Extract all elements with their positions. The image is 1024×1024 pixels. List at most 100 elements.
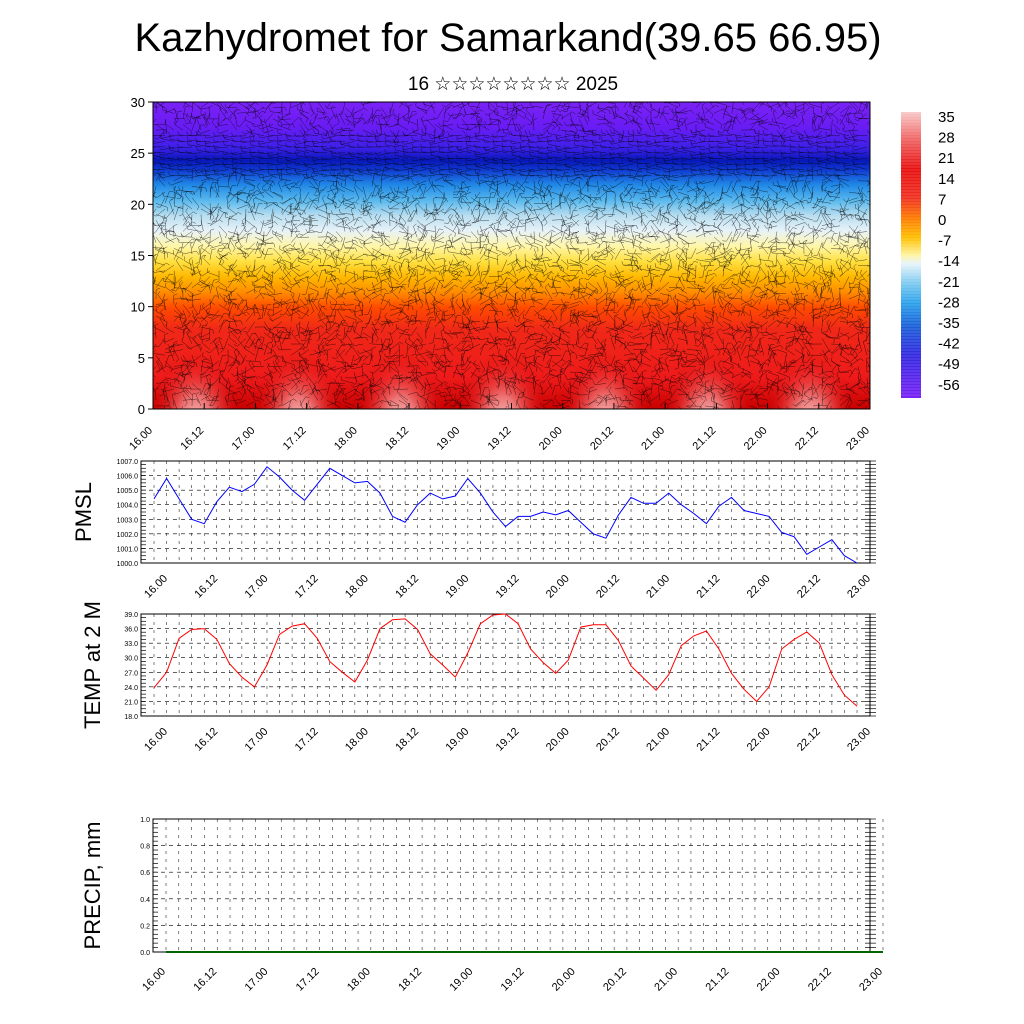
x-tick-label: 20.12 [588, 425, 616, 453]
x-tick-label: 19.12 [499, 966, 527, 994]
wind-barb-field [153, 102, 870, 409]
x-tick-label: 21.12 [691, 425, 719, 453]
cross-section-panel: 0 5 10 15 20 25 30 16.00 16.12 17.00 17.12 18.00 18.… [127, 95, 872, 453]
chart-subtitle: 16 ☆☆☆☆☆☆☆☆ 2025 [407, 74, 619, 95]
y-tick-label: 5 [138, 351, 145, 366]
y-tick-label: 30 [131, 95, 145, 110]
x-tick-label: 22.00 [755, 966, 783, 994]
colorbar-label: 14 [938, 171, 955, 188]
y-tick-label: 1003.0 [117, 517, 139, 524]
x-tick-label: 16.12 [178, 425, 206, 453]
y-tick-label: 1002.0 [117, 532, 139, 539]
y-tick-label: 1000.0 [117, 561, 139, 568]
x-tick-label: 18.12 [393, 726, 421, 754]
y-axis-title: PMSL [71, 482, 96, 542]
y-tick-label: 27.0 [124, 670, 138, 677]
y-tick-label: 24.0 [124, 685, 138, 692]
x-tick-label: 22.12 [795, 726, 823, 754]
y-tick-label: 0.4 [140, 897, 150, 904]
y-tick-label: 1005.0 [117, 488, 139, 495]
x-tick-label: 16.00 [142, 726, 170, 754]
x-tick-label: 21.00 [644, 726, 672, 754]
x-tick-label: 17.12 [294, 966, 322, 994]
x-tick-label: 22.12 [806, 966, 834, 994]
x-tick-label: 22.00 [742, 425, 770, 453]
x-tick-label: 21.00 [639, 425, 667, 453]
colorbar-label: -28 [938, 294, 960, 311]
y-tick-label: 10 [131, 300, 145, 315]
colorbar-label: 28 [938, 130, 955, 147]
colorbar-labels: 35 28 21 14 7 0 -7 -14 -21 -28 -35 -42 -49 -56 [938, 109, 960, 394]
x-tick-label: 19.12 [486, 425, 514, 453]
x-tick-label: 23.00 [844, 425, 872, 453]
x-tick-label: 18.12 [396, 966, 424, 994]
x-tick-label: 22.12 [795, 573, 823, 601]
colorbar-ramp [901, 112, 921, 398]
x-tick-label: 20.00 [537, 425, 565, 453]
y-tick-label: 33.0 [124, 641, 138, 648]
colorbar-label: 35 [938, 109, 955, 126]
y-tick-label: 1007.0 [117, 459, 139, 466]
x-tick-label: 19.00 [434, 425, 462, 453]
x-tick-label: 22.00 [745, 726, 773, 754]
x-tick-label: 20.12 [594, 573, 622, 601]
x-tick-label: 19.00 [443, 726, 471, 754]
x-tick-label: 23.00 [845, 573, 873, 601]
y-tick-label: 0.8 [140, 844, 150, 851]
y-tick-label: 0.0 [140, 950, 150, 957]
heating-cell [256, 331, 341, 409]
x-tick-label: 16.00 [140, 966, 168, 994]
y-tick-label: 15 [131, 249, 145, 264]
precip-panel: 0.0 0.2 0.4 0.6 0.8 1.0 16.00 16.12 17.00 17.12 18… [80, 817, 885, 994]
x-tick-label: 16.12 [192, 726, 220, 754]
y-tick-label: 18.0 [124, 714, 138, 721]
heating-cell [665, 331, 750, 409]
x-tick-label: 20.00 [544, 573, 572, 601]
x-tick-label: 21.00 [652, 966, 680, 994]
x-tick-label: 21.12 [695, 573, 723, 601]
x-tick-label: 17.00 [243, 573, 271, 601]
chart-title: Kazhydromet for Samarkand(39.65 66.95) [134, 16, 882, 60]
y-tick-label: 39.0 [124, 612, 138, 619]
colorbar-label: 21 [938, 150, 955, 167]
colorbar-label: -14 [938, 253, 960, 270]
x-tick-label: 20.12 [601, 966, 629, 994]
y-tick-label: 0.6 [140, 870, 150, 877]
y-tick-label: 36.0 [124, 627, 138, 634]
x-tick-label: 23.00 [845, 726, 873, 754]
x-tick-label: 16.00 [127, 425, 155, 453]
y-tick-label: 1.0 [140, 817, 150, 824]
colorbar-label: -42 [938, 336, 960, 353]
x-tick-label: 17.12 [293, 726, 321, 754]
y-tick-label: 30.0 [124, 656, 138, 663]
colorbar-label: -49 [938, 356, 960, 373]
x-tick-label: 17.00 [243, 966, 271, 994]
x-tick-label: 16.12 [191, 966, 219, 994]
x-tick-label: 16.00 [142, 573, 170, 601]
y-tick-label: 1001.0 [117, 546, 139, 553]
x-tick-label: 18.00 [332, 425, 360, 453]
temp-panel: 18.0 21.0 24.0 27.0 30.0 33.0 36.0 39.0 16.00 16.… [80, 601, 876, 754]
x-tick-label: 17.00 [230, 425, 258, 453]
colorbar-label: 0 [938, 212, 946, 229]
series-line [153, 466, 858, 564]
x-tick-label: 19.00 [443, 573, 471, 601]
colorbar-label: -7 [938, 233, 951, 250]
wind-barbs [153, 102, 870, 409]
colorbar-label: -56 [938, 377, 960, 394]
y-tick-label: 1004.0 [117, 503, 139, 510]
x-tick-label: 21.12 [704, 966, 732, 994]
x-tick-label: 17.00 [243, 726, 271, 754]
x-tick-label: 20.00 [550, 966, 578, 994]
x-tick-label: 22.12 [793, 425, 821, 453]
colorbar-label: -21 [938, 274, 960, 291]
y-tick-label: 1006.0 [117, 474, 139, 481]
pmsl-panel: 1000.0 1001.0 1002.0 1003.0 1004.0 1005.0 1006… [71, 459, 876, 601]
y-tick-label: 0 [138, 402, 145, 417]
x-tick-label: 17.12 [293, 573, 321, 601]
x-tick-label: 16.12 [192, 573, 220, 601]
colorbar-label: 7 [938, 191, 946, 208]
y-tick-label: 21.0 [124, 699, 138, 706]
y-tick-label: 20 [131, 197, 145, 212]
